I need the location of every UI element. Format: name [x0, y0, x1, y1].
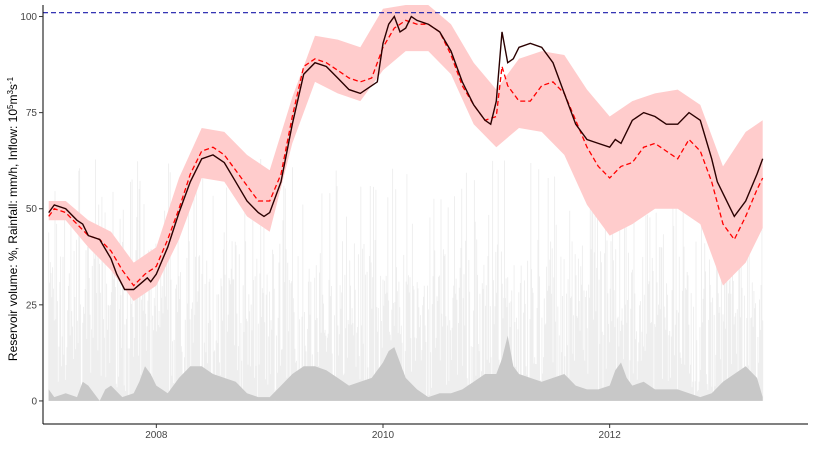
x-tick-label: 2008	[145, 430, 168, 441]
y-axis-title: Reservoir volume: %, Rainfall: mm/h, Inf…	[6, 76, 20, 361]
prediction-band	[48, 5, 763, 301]
inflow-area	[48, 335, 763, 401]
y-axis-title-sup1: 5	[6, 104, 15, 109]
y-axis-title-tail: s	[6, 84, 20, 90]
y-tick-label: 100	[20, 12, 37, 23]
y-axis-title-base: Reservoir volume: %, Rainfall: mm/h, Inf…	[6, 109, 20, 361]
y-axis-ticks: 0 25 50 75 100	[20, 12, 43, 407]
predicted-series-line	[48, 19, 764, 287]
y-tick-label: 25	[26, 300, 38, 311]
x-axis-ticks: 2008 2010 2012	[145, 424, 621, 441]
x-tick-label: 2010	[372, 430, 395, 441]
y-tick-label: 0	[31, 396, 37, 407]
observed-series-line	[48, 15, 764, 291]
y-tick-label: 50	[26, 204, 38, 215]
y-tick-label: 75	[26, 108, 38, 119]
y-axis-title-mid: m	[6, 95, 20, 105]
y-axis-title-sup2: 3	[6, 90, 15, 95]
y-axis-title-sup3: -1	[6, 76, 15, 84]
x-tick-label: 2012	[599, 430, 622, 441]
